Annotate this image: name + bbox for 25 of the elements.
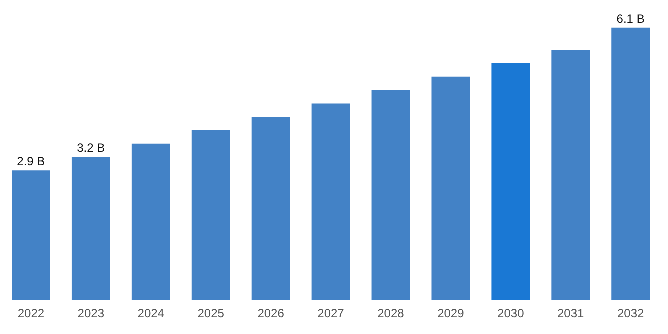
x-tick-label: 2024 (138, 306, 165, 320)
data-label: 3.2 B (77, 141, 106, 156)
bar (72, 157, 110, 300)
x-tick-label: 2023 (78, 306, 105, 320)
bar (372, 90, 410, 300)
x-tick-label: 2028 (378, 306, 405, 320)
x-tick-label: 2027 (318, 306, 345, 320)
x-tick-label: 2032 (617, 306, 644, 320)
bar (252, 117, 290, 300)
data-label: 6.1 B (616, 12, 645, 26)
x-tick-label: 2031 (558, 306, 585, 320)
bar (492, 64, 530, 300)
bar (192, 130, 230, 300)
bar (12, 170, 50, 300)
bar (432, 76, 470, 300)
x-tick-label: 2025 (198, 306, 225, 320)
bar (552, 50, 590, 300)
x-tick-label: 2022 (18, 306, 45, 320)
x-tick-label: 2029 (438, 306, 465, 320)
x-tick-label: 2030 (498, 306, 525, 320)
bar (312, 104, 350, 300)
bar (132, 144, 170, 300)
x-tick-label: 2026 (258, 306, 285, 320)
data-label: 2.9 B (17, 154, 46, 169)
bar (612, 28, 650, 300)
